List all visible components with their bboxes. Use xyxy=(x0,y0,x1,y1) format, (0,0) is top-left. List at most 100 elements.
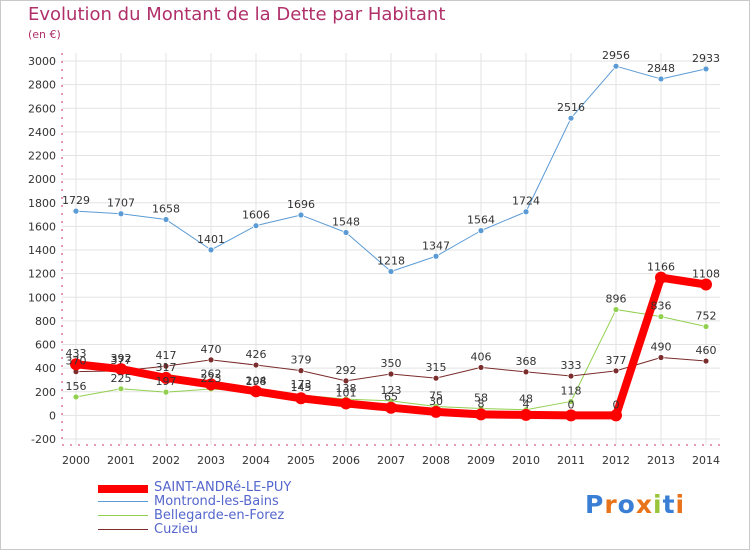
data-point xyxy=(657,313,665,321)
data-label: 4 xyxy=(523,398,530,411)
data-label: 0 xyxy=(613,398,620,411)
y-tick-label: 0 xyxy=(49,409,56,422)
data-label: 333 xyxy=(561,359,582,372)
data-point xyxy=(162,388,170,396)
data-label: 417 xyxy=(156,349,177,362)
logo-letter: P xyxy=(585,490,605,519)
y-tick-label: 2600 xyxy=(28,102,56,115)
data-label: 225 xyxy=(111,372,132,385)
y-tick-label: 2200 xyxy=(28,150,56,163)
data-label: 118 xyxy=(561,384,582,397)
data-label: 377 xyxy=(606,354,627,367)
data-point xyxy=(700,278,712,291)
data-point xyxy=(475,408,487,421)
data-point xyxy=(477,364,485,371)
data-point xyxy=(702,65,710,73)
logo-letter: i xyxy=(675,490,686,519)
data-point xyxy=(522,368,530,376)
data-label: 406 xyxy=(471,350,492,363)
data-point xyxy=(657,354,665,361)
y-tick-label: 800 xyxy=(35,315,56,328)
data-label: 2933 xyxy=(692,52,720,65)
x-tick-label: 2007 xyxy=(377,454,405,467)
data-point xyxy=(297,211,305,219)
data-label: 896 xyxy=(606,293,627,306)
x-tick-label: 2010 xyxy=(512,454,540,467)
x-tick-label: 2012 xyxy=(602,454,630,467)
data-point xyxy=(432,374,440,382)
data-point xyxy=(477,227,485,235)
x-tick-label: 2002 xyxy=(152,454,180,467)
data-point xyxy=(432,252,440,260)
data-label: 1108 xyxy=(692,267,720,280)
data-point xyxy=(117,210,125,218)
y-tick-label: 1200 xyxy=(28,268,56,281)
y-tick-label: -200 xyxy=(31,433,56,446)
data-label: 1166 xyxy=(647,261,675,274)
data-label: 101 xyxy=(336,386,357,399)
data-point xyxy=(295,392,307,405)
logo-letter: x xyxy=(635,490,653,519)
data-label: 173 xyxy=(291,378,312,391)
legend-swatch xyxy=(98,529,148,530)
data-label: 470 xyxy=(201,343,222,356)
data-label: 368 xyxy=(516,355,537,368)
data-label: 2956 xyxy=(602,49,630,62)
y-tick-label: 200 xyxy=(35,386,56,399)
data-label: 75 xyxy=(429,390,443,403)
data-label: 58 xyxy=(474,392,488,405)
logo-letter: i xyxy=(653,490,663,519)
data-point xyxy=(205,378,217,391)
y-tick-label: 3000 xyxy=(28,55,56,68)
data-label: 315 xyxy=(426,361,447,374)
data-label: 138 xyxy=(336,382,357,395)
x-tick-label: 2009 xyxy=(467,454,495,467)
data-point xyxy=(567,114,575,122)
data-point xyxy=(207,356,215,364)
data-label: 262 xyxy=(201,367,222,380)
data-label: 752 xyxy=(696,310,717,323)
data-label: 156 xyxy=(66,380,87,393)
y-tick-label: 600 xyxy=(35,339,56,352)
data-point xyxy=(522,208,530,216)
data-point xyxy=(612,306,620,313)
data-point xyxy=(162,362,170,370)
legend-label: Cuzieu xyxy=(154,522,198,537)
y-tick-label: 1800 xyxy=(28,197,56,210)
y-tick-label: 1400 xyxy=(28,244,56,257)
proxiti-logo: Proxiti xyxy=(585,490,685,519)
data-label: 204 xyxy=(246,374,267,387)
data-point xyxy=(565,409,577,422)
data-point xyxy=(430,405,442,418)
data-label: 460 xyxy=(696,344,717,357)
data-point xyxy=(657,75,665,83)
data-label: 0 xyxy=(568,398,575,411)
x-tick-label: 2004 xyxy=(242,454,270,467)
data-point xyxy=(387,370,395,378)
data-point xyxy=(252,222,260,230)
data-label: 379 xyxy=(291,354,312,367)
x-tick-label: 2013 xyxy=(647,454,675,467)
data-label: 392 xyxy=(111,352,132,365)
data-labels: 433 392 317 262 204 145 101 65 30 8 4 0 0 1166 1108 172… xyxy=(62,49,720,411)
data-point xyxy=(567,372,575,380)
x-tick-label: 2014 xyxy=(692,454,720,467)
data-label: 1707 xyxy=(107,197,135,210)
y-tick-label: 1000 xyxy=(28,291,56,304)
logo-letter: r xyxy=(604,490,618,519)
data-label: 1658 xyxy=(152,203,180,216)
data-point xyxy=(207,246,215,254)
y-tick-label: 2000 xyxy=(28,173,56,186)
x-tick-label: 2005 xyxy=(287,454,315,467)
data-point xyxy=(520,408,532,421)
data-label: 197 xyxy=(156,375,177,388)
data-point xyxy=(160,371,172,384)
data-label: 30 xyxy=(429,395,443,408)
data-point xyxy=(72,207,80,215)
data-label: 123 xyxy=(381,384,402,397)
data-label: 2516 xyxy=(557,101,585,114)
x-tick-label: 2000 xyxy=(62,454,90,467)
x-tick-label: 2008 xyxy=(422,454,450,467)
data-label: 377 xyxy=(111,354,132,367)
data-point xyxy=(250,385,262,398)
